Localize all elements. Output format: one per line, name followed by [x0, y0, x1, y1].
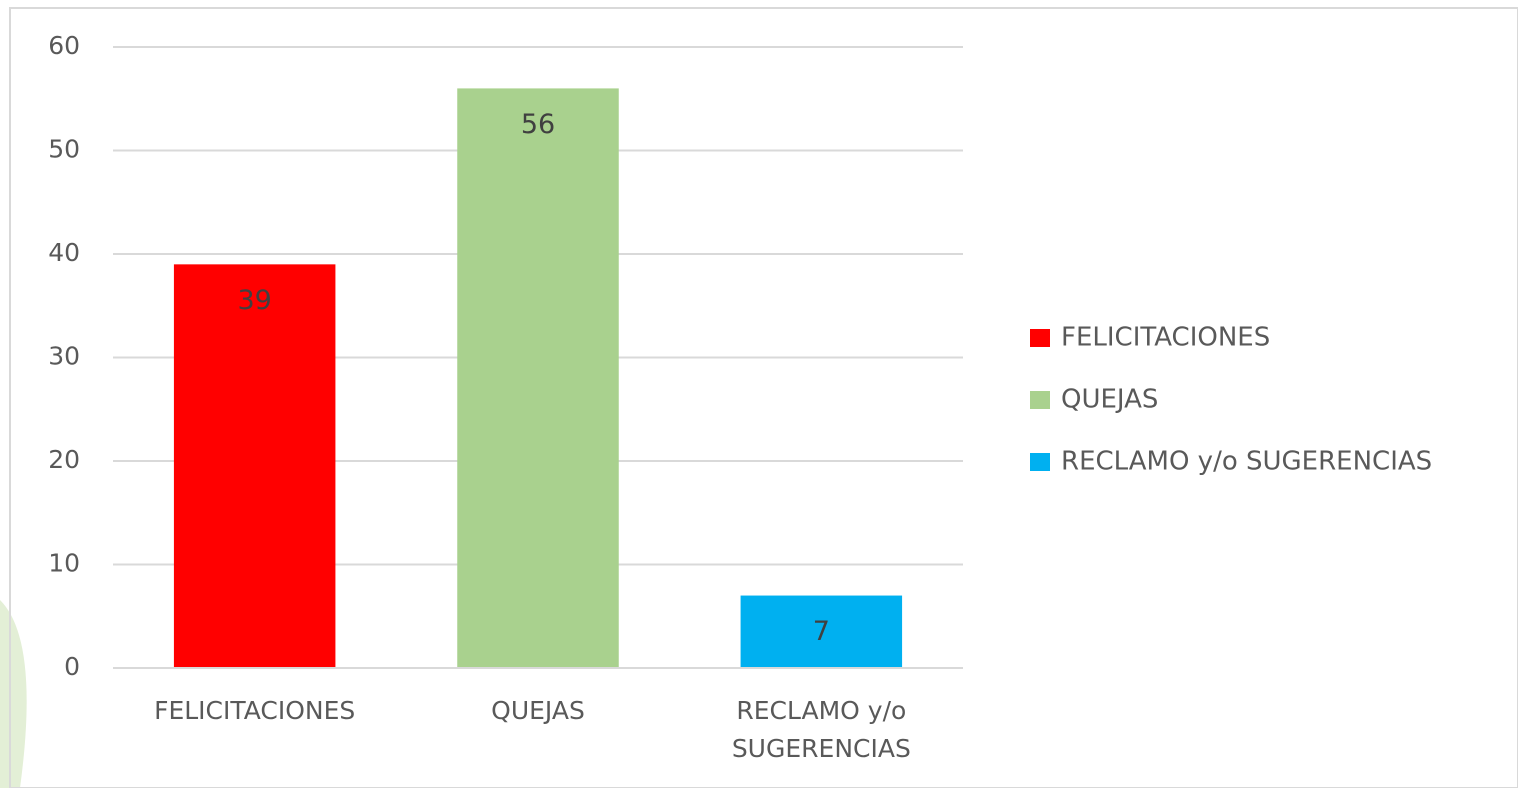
legend-swatch: [1030, 329, 1050, 347]
x-tick-label: FELICITACIONES: [154, 696, 356, 725]
bar: [740, 595, 903, 668]
y-tick-label: 20: [48, 445, 80, 474]
x-tick-label: QUEJAS: [491, 696, 585, 725]
legend-swatch: [1030, 453, 1050, 471]
data-label: 7: [813, 616, 830, 647]
y-tick-label: 30: [48, 342, 80, 371]
data-label: 39: [237, 285, 271, 316]
bar: [457, 88, 619, 668]
legend-swatch: [1030, 391, 1050, 409]
frame: [9, 7, 1518, 788]
legend-label: RECLAMO y/o SUGERENCIAS: [1061, 447, 1432, 477]
data-label: 56: [521, 109, 555, 140]
decoration: [0, 600, 27, 788]
y-tick-label: 40: [48, 238, 80, 267]
y-tick-label: 10: [48, 549, 80, 578]
legend-label: QUEJAS: [1061, 385, 1158, 415]
legend-label: FELICITACIONES: [1061, 323, 1270, 353]
bar: [173, 264, 336, 668]
y-tick-label: 50: [48, 135, 80, 164]
x-tick-label: RECLAMO y/o SUGERENCIAS: [731, 696, 911, 763]
y-tick-label: 60: [48, 31, 80, 60]
y-tick-label: 0: [64, 652, 80, 681]
